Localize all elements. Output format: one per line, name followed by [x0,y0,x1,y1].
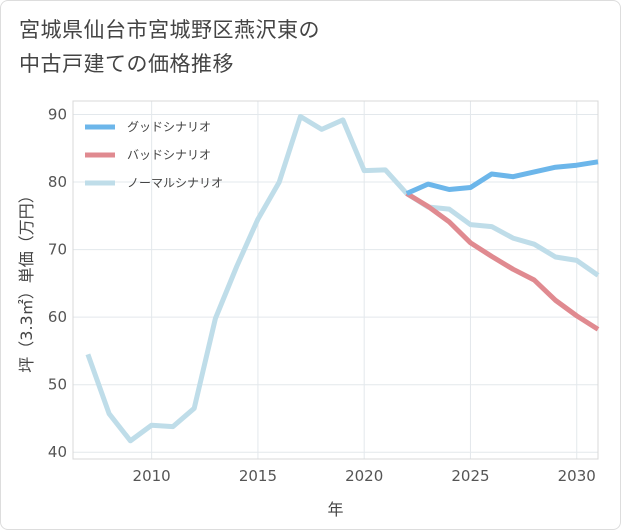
legend-label: グッドシナリオ [127,120,211,134]
y-tick-label: 70 [48,241,67,259]
x-axis-label: 年 [327,500,343,519]
legend-label: バッドシナリオ [127,148,211,162]
y-tick-label: 60 [48,308,67,326]
chart-title-line1: 宮城県仙台市宮城野区燕沢東の [19,18,320,42]
x-tick-label: 2020 [345,467,383,485]
x-tick-label: 2010 [133,467,171,485]
y-tick-label: 40 [48,443,67,461]
plot-area [72,100,599,460]
y-tick-label: 80 [48,173,67,191]
grid [73,101,598,459]
y-axis-label: 坪（3.3㎡）単価（万円） [17,187,36,372]
x-tick-label: 2015 [239,467,277,485]
legend-label: ノーマルシナリオ [127,176,223,190]
axis-ticks: 2010 2015 2020 2025 2030 40 50 60 70 80 90 [48,106,596,485]
series-line-2 [405,191,600,332]
x-tick-label: 2025 [451,467,489,485]
y-tick-label: 90 [48,106,67,124]
chart-title: 宮城県仙台市宮城野区燕沢東の 中古戸建ての価格推移 [19,13,320,81]
series-line-1 [405,159,599,196]
x-tick-label: 2030 [558,467,596,485]
y-tick-label: 50 [48,376,67,394]
series-layer [85,114,600,444]
series-line-3 [85,114,600,444]
chart-title-line2: 中古戸建ての価格推移 [19,52,234,76]
